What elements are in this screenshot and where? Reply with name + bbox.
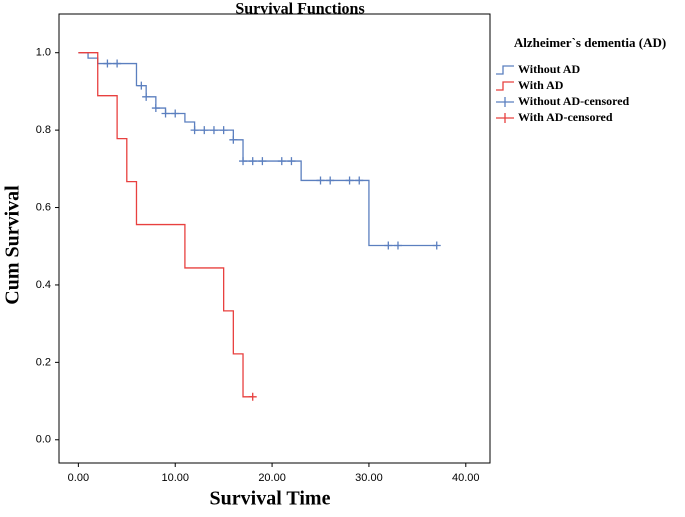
censored-mark: [229, 135, 238, 144]
censored-mark: [142, 92, 151, 101]
legend-label: Without AD: [518, 62, 580, 76]
x-tick-label: 0.00: [68, 472, 89, 484]
y-tick-label: 0.2: [36, 356, 51, 368]
censored-mark: [384, 241, 393, 250]
censored-mark: [355, 176, 364, 185]
y-axis-label: Cum Survival: [2, 185, 24, 305]
censored-mark: [258, 157, 267, 166]
censored-mark: [287, 157, 296, 166]
x-tick-label: 30.00: [355, 472, 383, 484]
censored-mark: [171, 109, 180, 118]
y-tick-label: 1.0: [36, 47, 51, 59]
censored-mark: [103, 59, 112, 68]
legend-swatch: [496, 81, 514, 91]
censored-mark: [326, 176, 335, 185]
censored-mark: [432, 241, 441, 250]
censored-mark: [200, 126, 209, 135]
legend-swatch: [496, 65, 514, 75]
y-tick-label: 0.4: [36, 279, 51, 291]
censored-mark: [219, 126, 228, 135]
y-tick-label: 0.8: [36, 124, 51, 136]
legend-label: With AD: [518, 78, 564, 92]
legend-label: Without AD-censored: [518, 94, 630, 108]
censored-mark: [316, 176, 325, 185]
x-tick-label: 20.00: [258, 472, 286, 484]
chart-title: Survival Functions: [235, 1, 364, 18]
legend-label: With AD-censored: [518, 110, 613, 124]
censored-mark: [277, 157, 286, 166]
censored-mark: [209, 126, 218, 135]
x-tick-label: 40.00: [452, 472, 480, 484]
censored-mark: [113, 59, 122, 68]
x-tick-label: 10.00: [161, 472, 189, 484]
survival-line: [78, 52, 253, 398]
y-tick-label: 0.6: [36, 201, 51, 213]
censored-mark: [161, 109, 170, 118]
censored-mark: [248, 392, 257, 401]
censored-mark: [137, 81, 146, 90]
legend-swatch: [496, 113, 514, 123]
legend-title: Alzheimer`s dementia (AD): [514, 35, 666, 50]
censored-mark: [151, 104, 160, 113]
censored-mark: [248, 157, 257, 166]
censored-mark: [190, 126, 199, 135]
censored-mark: [239, 157, 248, 166]
y-tick-label: 0.0: [36, 434, 51, 446]
plot-frame: [58, 13, 491, 464]
x-axis-label: Survival Time: [210, 488, 331, 510]
censored-mark: [393, 241, 402, 250]
legend-swatch: [496, 97, 514, 107]
censored-mark: [345, 176, 354, 185]
